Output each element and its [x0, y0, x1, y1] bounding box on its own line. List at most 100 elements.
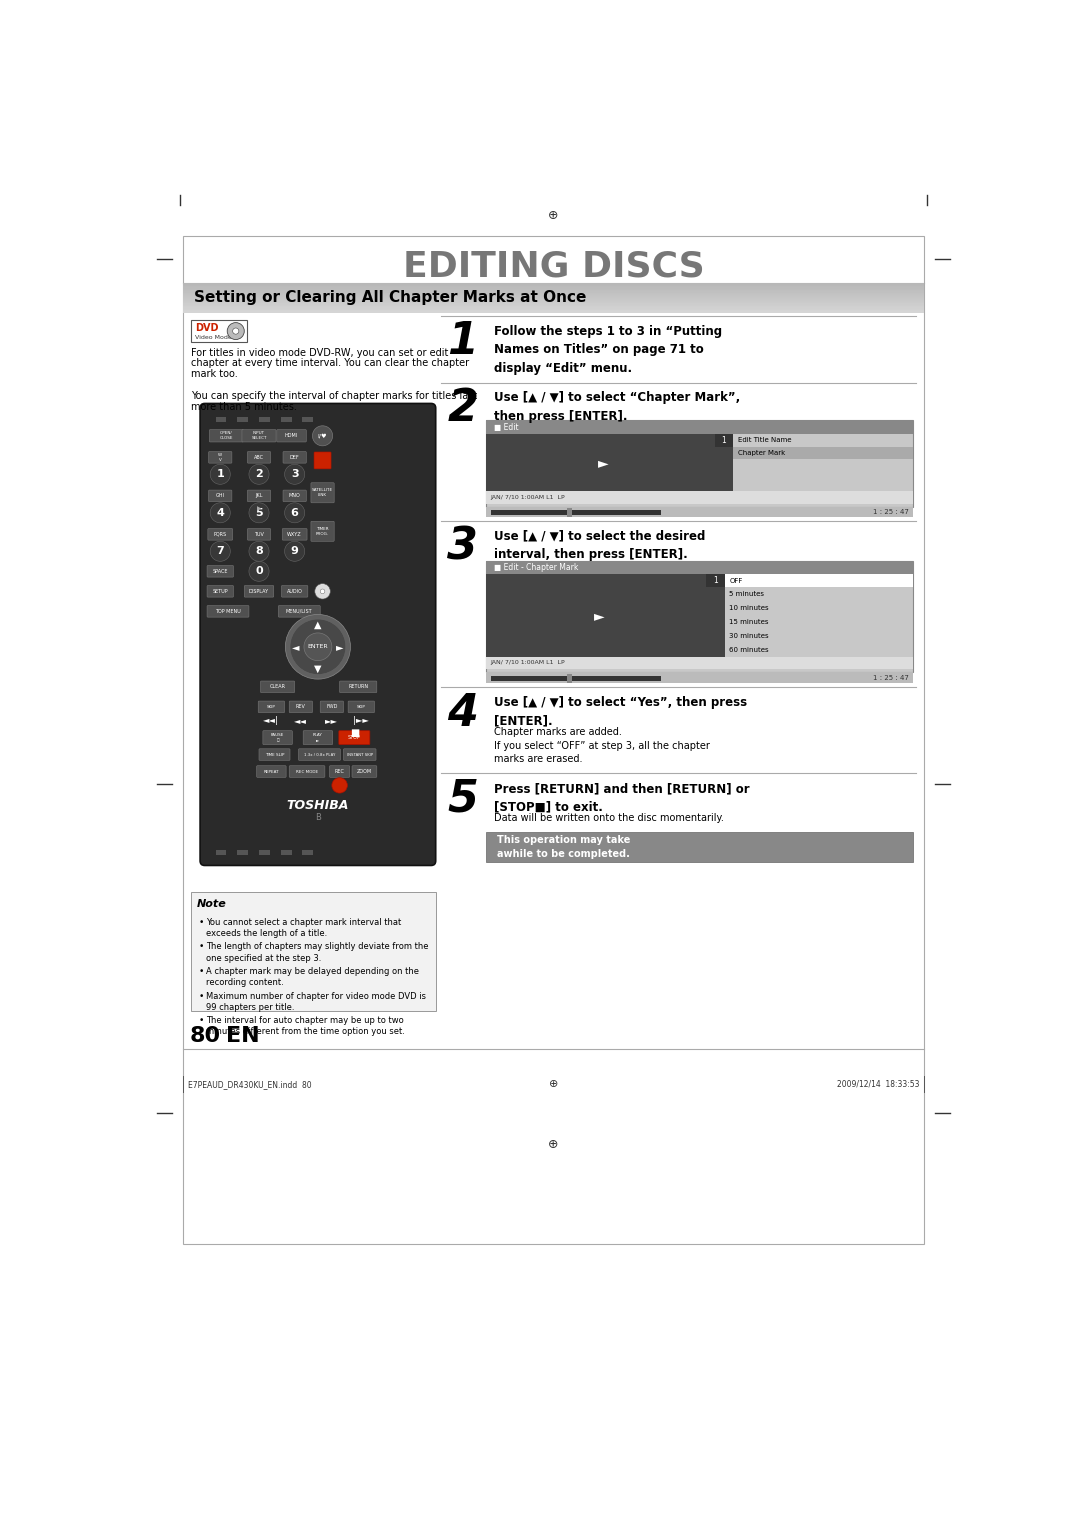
Text: This operation may take
awhile to be completed.: This operation may take awhile to be com… — [497, 835, 631, 860]
Text: 1: 1 — [216, 469, 225, 479]
Text: Use [▲ / ▼] to select “Chapter Mark”,
then press [ENTER].: Use [▲ / ▼] to select “Chapter Mark”, th… — [494, 391, 740, 423]
Text: SETUP: SETUP — [213, 589, 228, 594]
FancyBboxPatch shape — [348, 701, 375, 713]
Bar — [486, 420, 913, 507]
Text: DEF: DEF — [289, 455, 299, 460]
Text: REC: REC — [335, 770, 345, 774]
FancyBboxPatch shape — [276, 429, 307, 441]
Text: ►: ► — [598, 457, 609, 470]
Circle shape — [227, 322, 244, 339]
FancyBboxPatch shape — [258, 701, 284, 713]
Bar — [281, 417, 292, 421]
FancyBboxPatch shape — [314, 452, 332, 469]
Bar — [486, 672, 913, 683]
Text: 0: 0 — [255, 567, 262, 576]
Text: SKIP: SKIP — [356, 705, 366, 709]
Text: FWD: FWD — [326, 704, 338, 710]
FancyBboxPatch shape — [262, 731, 293, 745]
Text: 2: 2 — [255, 469, 262, 479]
Text: INPUT
SELECT: INPUT SELECT — [252, 432, 267, 440]
FancyBboxPatch shape — [289, 701, 312, 713]
Text: PLAY
►: PLAY ► — [313, 733, 323, 742]
Text: CLEAR: CLEAR — [270, 684, 285, 689]
Text: MENU/LIST: MENU/LIST — [286, 609, 312, 614]
Circle shape — [284, 541, 305, 562]
Bar — [486, 574, 725, 658]
Text: ◄: ◄ — [293, 641, 300, 652]
Text: 3: 3 — [291, 469, 298, 479]
Bar — [486, 832, 913, 863]
Text: ►: ► — [336, 641, 343, 652]
Text: If you select “OFF” at step 3, all the chapter
marks are erased.: If you select “OFF” at step 3, all the c… — [494, 741, 710, 764]
Bar — [191, 321, 246, 342]
Circle shape — [303, 632, 332, 661]
Text: GHI: GHI — [216, 493, 225, 498]
Text: EDITING DISCS: EDITING DISCS — [403, 249, 704, 284]
Bar — [259, 851, 270, 855]
Text: TIME SLIP: TIME SLIP — [265, 753, 284, 756]
Text: more than 5 minutes.: more than 5 minutes. — [191, 402, 297, 412]
Bar — [486, 492, 913, 504]
Text: JAN/ 7/10 1:00AM L1  LP: JAN/ 7/10 1:00AM L1 LP — [490, 661, 565, 666]
Text: mark too.: mark too. — [191, 370, 238, 379]
Circle shape — [248, 502, 269, 522]
Text: Maximum number of chapter for video mode DVD is
99 chapters per title.: Maximum number of chapter for video mode… — [206, 991, 427, 1012]
Text: WXYZ: WXYZ — [287, 531, 302, 538]
Text: REV: REV — [296, 704, 306, 710]
Text: For titles in video mode DVD-RW, you can set or edit: For titles in video mode DVD-RW, you can… — [191, 348, 448, 357]
Text: Note: Note — [197, 899, 227, 909]
Bar — [281, 851, 292, 855]
Text: E7PEAUD_DR430KU_EN.indd  80: E7PEAUD_DR430KU_EN.indd 80 — [188, 1080, 311, 1089]
Text: 15 minutes: 15 minutes — [729, 618, 769, 625]
Text: ⊕: ⊕ — [549, 209, 558, 221]
Text: STOP: STOP — [348, 734, 361, 741]
FancyBboxPatch shape — [352, 765, 377, 777]
Text: •: • — [199, 942, 204, 951]
Text: AUDIO: AUDIO — [286, 589, 302, 594]
FancyBboxPatch shape — [289, 765, 325, 777]
Text: I/♥: I/♥ — [318, 434, 327, 438]
Text: 2: 2 — [447, 388, 478, 431]
Text: Chapter marks are added.: Chapter marks are added. — [494, 727, 622, 738]
Text: ◄◄: ◄◄ — [295, 716, 308, 725]
Bar — [183, 235, 924, 1245]
Text: •: • — [199, 918, 204, 927]
FancyBboxPatch shape — [282, 585, 308, 597]
FancyBboxPatch shape — [200, 403, 435, 866]
Text: ►: ► — [594, 609, 605, 623]
Text: ■: ■ — [350, 728, 359, 738]
Bar — [216, 417, 227, 421]
Text: The interval for auto chapter may be up to two
minutes different from the time o: The interval for auto chapter may be up … — [206, 1017, 405, 1037]
Text: 3: 3 — [447, 525, 478, 568]
Text: PAUSE
⏸: PAUSE ⏸ — [271, 733, 284, 742]
Text: •: • — [199, 991, 204, 1000]
FancyBboxPatch shape — [208, 452, 232, 463]
Bar — [567, 508, 572, 518]
Circle shape — [284, 464, 305, 484]
FancyBboxPatch shape — [247, 490, 271, 502]
Bar — [302, 417, 313, 421]
Text: 80: 80 — [189, 1026, 220, 1046]
FancyBboxPatch shape — [247, 528, 271, 541]
Text: B: B — [315, 814, 321, 822]
Text: TIMER
PROG.: TIMER PROG. — [316, 527, 329, 536]
Circle shape — [291, 618, 346, 675]
Text: JAN/ 7/10 1:00AM L1  LP: JAN/ 7/10 1:00AM L1 LP — [490, 495, 565, 499]
Bar — [567, 673, 572, 683]
Text: SKIP: SKIP — [267, 705, 275, 709]
Text: 1: 1 — [713, 576, 718, 585]
Text: Setting or Clearing All Chapter Marks at Once: Setting or Clearing All Chapter Marks at… — [194, 290, 586, 305]
FancyBboxPatch shape — [247, 452, 271, 463]
FancyBboxPatch shape — [244, 585, 273, 597]
Bar — [486, 560, 913, 574]
Bar — [486, 507, 913, 518]
Text: RETURN: RETURN — [348, 684, 368, 689]
FancyBboxPatch shape — [207, 606, 248, 617]
Text: 30 minutes: 30 minutes — [729, 634, 769, 638]
Text: 60 minutes: 60 minutes — [729, 647, 769, 654]
Text: JKL: JKL — [255, 493, 262, 498]
Text: 5: 5 — [255, 508, 262, 518]
Text: |►►: |►► — [353, 716, 369, 725]
Text: REPEAT: REPEAT — [264, 770, 280, 774]
FancyBboxPatch shape — [259, 748, 291, 760]
